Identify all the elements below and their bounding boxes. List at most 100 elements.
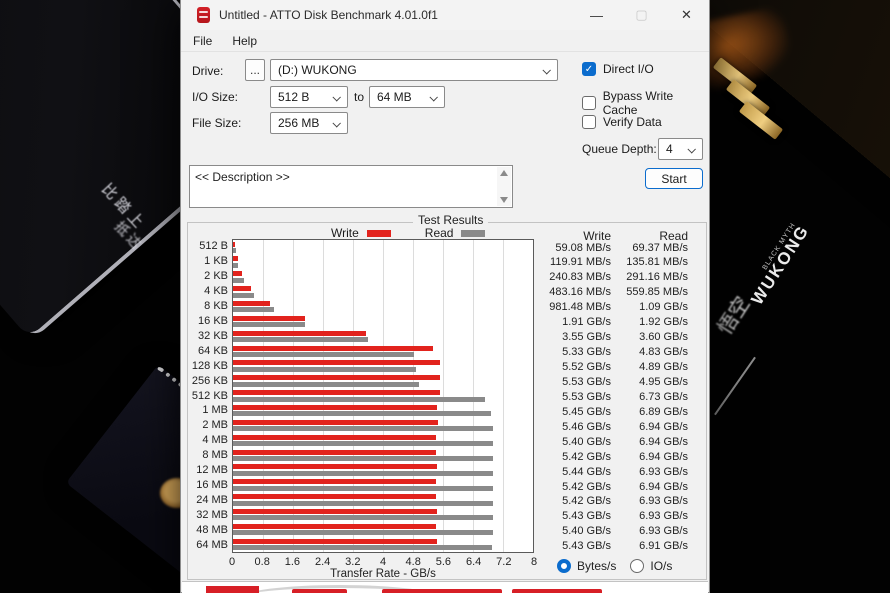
- chart-row: [233, 285, 533, 300]
- read-value: 135.81 MB/s: [626, 256, 688, 269]
- browse-button[interactable]: ...: [245, 59, 265, 81]
- read-bar: [233, 337, 368, 343]
- menu-help[interactable]: Help: [232, 33, 258, 48]
- y-axis-label: 256 KB: [191, 374, 228, 387]
- file-size-select[interactable]: 256 MB: [270, 112, 348, 134]
- chart-row: [233, 299, 533, 314]
- y-axis-label: 128 KB: [191, 359, 228, 372]
- read-value: 559.85 MB/s: [626, 286, 688, 299]
- read-value: 6.94 GB/s: [639, 420, 688, 433]
- write-values-column: 59.08 MB/s 119.91 MB/s 240.83 MB/s 483.16 M…: [531, 241, 611, 555]
- maximize-button[interactable]: ▢: [635, 7, 648, 22]
- write-bar: [233, 508, 437, 514]
- chart-row: [233, 255, 533, 270]
- gridline: [383, 240, 384, 552]
- io-per-sec-radio[interactable]: IO/s: [630, 559, 672, 573]
- drive-value: (D:) WUKONG: [278, 63, 357, 77]
- write-bar: [233, 479, 437, 485]
- right-card-line: [714, 356, 756, 416]
- y-axis-label: 8 KB: [204, 299, 228, 312]
- scroll-down-icon[interactable]: [500, 197, 508, 203]
- read-bar: [233, 277, 244, 283]
- chart-plot: [232, 239, 534, 553]
- radio-selected-icon: [557, 559, 571, 573]
- x-axis-title: Transfer Rate - GB/s: [330, 568, 436, 580]
- write-swatch: [366, 229, 391, 237]
- bypass-write-cache-checkbox[interactable]: Bypass Write Cache: [582, 89, 709, 117]
- write-value: 5.53 GB/s: [562, 390, 611, 403]
- write-bar: [233, 375, 441, 381]
- close-button[interactable]: ✕: [681, 7, 692, 22]
- description-scrollbar[interactable]: [497, 167, 511, 206]
- chart-row: [233, 448, 533, 463]
- y-axis-label: 24 MB: [196, 494, 228, 507]
- write-value: 5.42 GB/s: [562, 495, 611, 508]
- direct-io-checkbox[interactable]: ✓ Direct I/O: [582, 62, 654, 76]
- chart-row: [233, 240, 533, 255]
- y-axis-label: 2 MB: [202, 419, 228, 432]
- menu-file[interactable]: File: [193, 33, 213, 48]
- chart-row: [233, 478, 533, 493]
- read-bar: [233, 485, 494, 491]
- y-axis-label: 12 MB: [196, 464, 228, 477]
- drive-select[interactable]: (D:) WUKONG: [270, 59, 558, 81]
- bytes-per-sec-radio[interactable]: Bytes/s: [557, 559, 616, 573]
- write-bar: [233, 434, 436, 440]
- app-icon: [197, 7, 210, 23]
- write-bar: [233, 404, 438, 410]
- write-value: 59.08 MB/s: [555, 241, 611, 254]
- banner-logo: [206, 586, 259, 593]
- gridline: [323, 240, 324, 552]
- read-value: 6.93 GB/s: [639, 525, 688, 538]
- y-axis-label: 64 MB: [196, 539, 228, 552]
- gridline: [473, 240, 474, 552]
- write-bar: [233, 315, 305, 321]
- io-size-to-select[interactable]: 64 MB: [369, 86, 445, 108]
- gridline: [503, 240, 504, 552]
- minimize-button[interactable]: —: [590, 7, 603, 23]
- y-axis-label: 16 KB: [198, 314, 228, 327]
- queue-depth-select[interactable]: 4: [658, 138, 703, 160]
- chart-row: [233, 329, 533, 344]
- x-axis-tick-label: 3.2: [345, 556, 361, 568]
- io-size-from-select[interactable]: 512 B: [270, 86, 348, 108]
- y-axis-label: 8 MB: [202, 449, 228, 462]
- read-value: 6.94 GB/s: [639, 450, 688, 463]
- wukong-label: WUKONG: [747, 221, 814, 309]
- write-value: 5.53 GB/s: [562, 375, 611, 388]
- description-box[interactable]: << Description >>: [189, 165, 513, 208]
- verify-data-checkbox[interactable]: Verify Data: [582, 115, 662, 129]
- write-value: 119.91 MB/s: [550, 256, 611, 269]
- write-bar: [233, 271, 243, 277]
- x-axis-tick-label: 4.8: [405, 556, 421, 568]
- x-axis-tick-label: 6.4: [465, 556, 482, 568]
- banner-text-fragment: [382, 589, 502, 593]
- write-value: 5.46 GB/s: [562, 420, 611, 433]
- chart-row: [233, 359, 533, 374]
- gridline: [263, 240, 264, 552]
- read-bar: [233, 352, 415, 358]
- read-value: 6.93 GB/s: [639, 495, 688, 508]
- read-bar: [233, 381, 419, 387]
- read-value: 291.16 MB/s: [626, 271, 688, 284]
- drive-label: Drive:: [192, 64, 224, 78]
- checkbox-icon: [582, 115, 596, 129]
- y-axis-label: 512 KB: [191, 389, 228, 402]
- chart-row: [233, 403, 533, 418]
- read-bar: [233, 307, 274, 313]
- write-value: 5.43 GB/s: [562, 510, 611, 523]
- read-bar: [233, 262, 239, 268]
- title-bar[interactable]: Untitled - ATTO Disk Benchmark 4.01.0f1 …: [181, 0, 709, 30]
- units-radio-group: Bytes/s IO/s: [557, 559, 672, 573]
- to-label: to: [354, 90, 365, 104]
- write-value: 5.45 GB/s: [562, 405, 611, 418]
- write-bar: [233, 300, 270, 306]
- start-button[interactable]: Start: [645, 168, 703, 189]
- window-title: Untitled - ATTO Disk Benchmark 4.01.0f1: [219, 8, 438, 22]
- write-bar: [233, 286, 252, 292]
- x-axis-tick-label: 1.6: [284, 556, 301, 568]
- read-bar: [233, 470, 493, 476]
- description-text: << Description >>: [195, 170, 290, 184]
- read-value: 1.09 GB/s: [639, 301, 688, 314]
- scroll-up-icon[interactable]: [500, 170, 508, 176]
